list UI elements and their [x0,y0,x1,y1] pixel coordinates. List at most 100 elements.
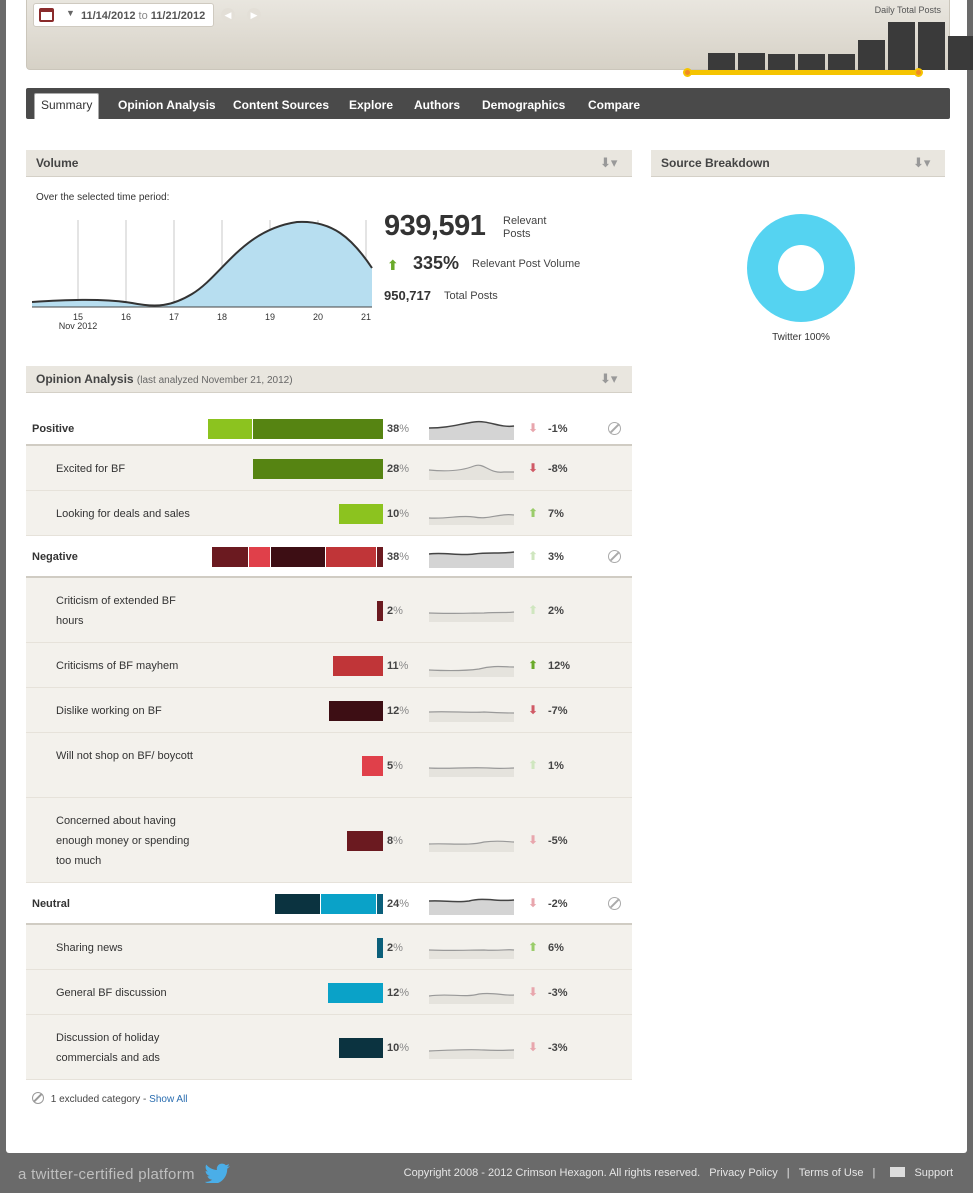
trend-sparkline [429,665,515,677]
subcategory-row[interactable]: Looking for deals and sales 10% ⬆ 7% [26,491,632,536]
date-range-picker[interactable]: ▼ 11/14/2012 to 11/21/2012 [33,3,214,27]
row-label[interactable]: General BF discussion [56,987,167,999]
terms-link[interactable]: Terms of Use [798,1167,864,1179]
range-slider-track[interactable] [688,70,920,75]
subcategory-row[interactable]: General BF discussion 12% ⬇ -3% [26,970,632,1015]
footer-links: Copyright 2008 - 2012 Crimson Hexagon. A… [398,1167,953,1179]
tab-explore[interactable]: Explore [349,98,394,112]
tab-summary[interactable]: Summary [34,93,100,119]
subcategory-row[interactable]: Concerned about having enough money or s… [26,798,632,883]
row-label[interactable]: Criticisms of BF mayhem [56,660,179,672]
range-handle-start[interactable] [683,68,692,77]
volume-area [32,221,372,307]
row-change: -7% [548,705,568,717]
bar-segment [329,701,383,721]
bar-segment [377,894,383,914]
row-label[interactable]: Positive [32,423,75,435]
tab-authors[interactable]: Authors [414,98,460,112]
row-change: -1% [548,423,568,435]
show-all-link[interactable]: Show All [149,1094,188,1105]
row-label[interactable]: Sharing news [56,942,123,954]
arrow-up-icon: ⬆ [528,658,539,672]
support-label: Support [914,1167,953,1179]
download-icon[interactable]: ⬇▾ [600,155,618,170]
arrow-up-icon: ⬆ [387,257,399,273]
subcategory-row[interactable]: Criticisms of BF mayhem 11% ⬆ 12% [26,643,632,688]
row-percent: 8% [387,835,403,847]
volume-panel-header: Volume ⬇▾ [26,150,632,177]
opinion-bar [376,938,383,958]
bar-segment [253,419,383,439]
caret-down-icon[interactable]: ▼ [66,8,75,18]
previous-period-icon[interactable]: ◀ [221,8,235,22]
x-tick: 17 [169,312,179,322]
arrow-down-icon: ⬇ [528,421,539,435]
x-sub-label: Nov 2012 [59,321,98,331]
daily-bar [918,22,945,70]
trend-sparkline [429,898,515,915]
subcategory-row[interactable]: Excited for BF 28% ⬇ -8% [26,446,632,491]
x-tick: 15 [73,312,83,322]
opinion-panel-header: Opinion Analysis (last analyzed November… [26,366,632,393]
tab-demographics[interactable]: Demographics [482,98,566,112]
date-end: 11/21/2012 [150,10,206,22]
row-label[interactable]: Negative [32,551,78,563]
row-label[interactable]: Criticism of extended BF hours [56,595,176,627]
bar-segment [321,894,376,914]
category-row[interactable]: Positive 38% ⬇ -1% [26,411,632,446]
bar-segment [377,601,383,621]
arrow-up-icon: ⬆ [528,603,539,617]
exclude-icon[interactable] [608,550,621,563]
trend-sparkline [429,611,515,622]
arrow-up-icon: ⬆ [528,506,539,520]
exclude-icon[interactable] [608,422,621,435]
exclude-icon[interactable] [608,897,621,910]
row-label[interactable]: Concerned about having enough money or s… [56,815,190,867]
row-percent: 10% [387,1042,410,1054]
bar-segment [326,547,376,567]
subcategory-row[interactable]: Discussion of holiday commercials and ad… [26,1015,632,1080]
bar-segment [377,547,383,567]
row-label[interactable]: Neutral [32,898,70,910]
download-icon[interactable]: ⬇▾ [600,371,618,386]
date-start: 11/14/2012 [81,10,136,22]
row-percent: 5% [387,760,403,772]
source-donut-chart[interactable] [747,214,855,322]
calendar-icon[interactable] [39,8,54,22]
trend-sparkline [429,767,515,777]
date-range-text[interactable]: 11/14/2012 to 11/21/2012 [81,10,205,22]
row-label[interactable]: Will not shop on BF/ boycott [56,750,193,762]
trend-sparkline [429,514,515,525]
volume-line [32,220,373,307]
row-label[interactable]: Excited for BF [56,463,126,475]
trend-sparkline [429,1048,515,1059]
total-posts-label: Total Posts [444,290,498,302]
opinion-bar [346,831,383,851]
row-change: 6% [548,942,564,954]
separator: | [872,1167,876,1179]
row-label[interactable]: Discussion of holiday commercials and ad… [56,1032,160,1064]
category-row[interactable]: Neutral 24% ⬇ -2% [26,883,632,925]
row-label[interactable]: Dislike working on BF [56,705,162,717]
row-label[interactable]: Looking for deals and sales [56,508,190,520]
footer-tagline: a twitter-certified platform [18,1163,231,1183]
row-percent: 2% [387,605,403,617]
subcategory-row[interactable]: Criticism of extended BF hours 2% ⬆ 2% [26,578,632,643]
download-icon[interactable]: ⬇▾ [913,155,931,170]
volume-change-label: Relevant Post Volume [472,258,581,270]
support-link[interactable]: Support [884,1167,953,1179]
source-label: Twitter 100% [772,332,830,343]
tab-compare[interactable]: Compare [588,98,641,112]
tab-content-sources[interactable]: Content Sources [233,98,330,112]
subcategory-row[interactable]: Will not shop on BF/ boycott 5% ⬆ 1% [26,733,632,798]
opinion-bar [252,459,383,479]
tab-opinion-analysis[interactable]: Opinion Analysis [118,98,216,112]
subcategory-row[interactable]: Sharing news 2% ⬆ 6% [26,925,632,970]
bar-segment [208,419,252,439]
arrow-up-icon: ⬆ [528,940,539,954]
category-row[interactable]: Negative 38% ⬆ 3% [26,536,632,578]
privacy-link[interactable]: Privacy Policy [709,1167,778,1179]
subcategory-row[interactable]: Dislike working on BF 12% ⬇ -7% [26,688,632,733]
next-period-icon[interactable]: ▶ [247,8,261,22]
range-handle-end[interactable] [914,68,923,77]
